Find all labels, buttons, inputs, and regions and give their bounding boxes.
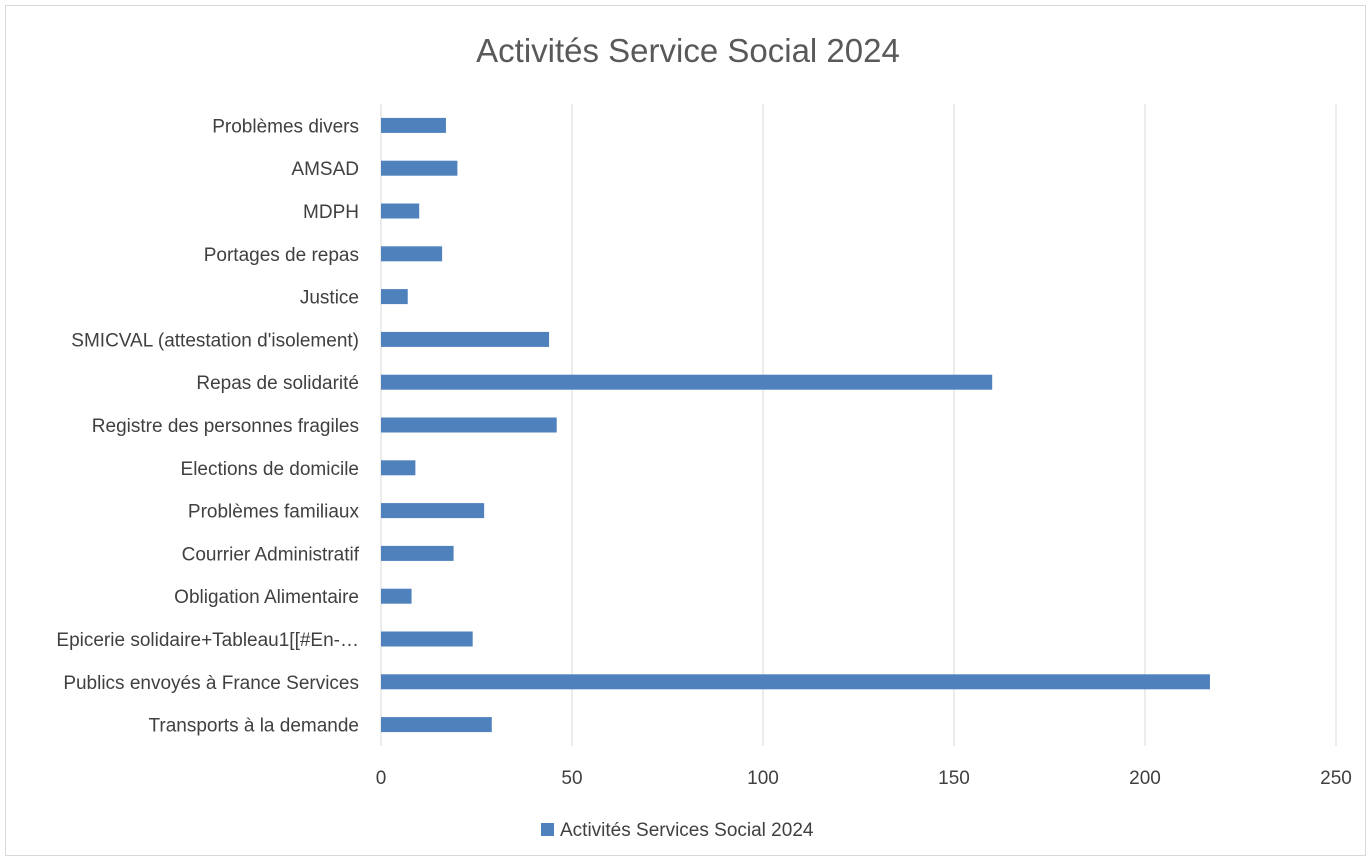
bar-9: [381, 331, 550, 347]
category-label-9: SMICVAL (attestation d'isolement): [71, 330, 359, 351]
category-label-10: Justice: [300, 288, 359, 309]
bar-10: [381, 289, 408, 305]
category-label-7: Registre des personnes fragiles: [92, 416, 359, 437]
category-label-6: Elections de domicile: [181, 459, 359, 480]
bar-1: [381, 674, 1210, 690]
category-label-3: Obligation Alimentaire: [174, 587, 359, 608]
chart-frame: [5, 5, 1366, 856]
category-label-1: Publics envoyés à France Services: [63, 673, 359, 694]
gridlines: [571, 104, 1337, 746]
tick-label-100: 100: [747, 768, 779, 789]
bar-8: [381, 374, 993, 390]
bar-14: [381, 117, 446, 133]
bar-3: [381, 588, 412, 604]
bar-13: [381, 160, 458, 176]
legend: Activités Services Social 2024: [541, 820, 814, 841]
tick-label-50: 50: [561, 768, 582, 789]
category-label-0: Transports à la demande: [148, 716, 359, 737]
legend-swatch: [541, 823, 554, 836]
value-tick-labels: 0 50 100 150 200 250: [376, 768, 1352, 789]
category-label-5: Problèmes familiaux: [188, 502, 360, 523]
category-label-14: Problèmes divers: [212, 116, 359, 137]
category-label-13: AMSAD: [291, 159, 359, 180]
bar-12: [381, 203, 420, 219]
bar-2: [381, 631, 473, 647]
tick-label-150: 150: [938, 768, 970, 789]
bar-5: [381, 503, 485, 519]
category-labels: Transports à la demande Publics envoyés à…: [56, 116, 359, 736]
tick-label-250: 250: [1320, 768, 1352, 789]
bar-7: [381, 417, 557, 433]
category-label-12: MDPH: [303, 202, 359, 223]
chart-title: Activités Service Social 2024: [476, 32, 900, 69]
legend-label: Activités Services Social 2024: [560, 820, 814, 841]
bar-0: [381, 717, 492, 733]
bar-11: [381, 246, 443, 262]
tick-label-200: 200: [1129, 768, 1161, 789]
bar-4: [381, 545, 454, 561]
bars: [381, 117, 1210, 733]
category-label-8: Repas de solidarité: [196, 373, 359, 394]
bar-6: [381, 460, 416, 476]
category-label-11: Portages de repas: [204, 245, 359, 266]
category-label-2: Epicerie solidaire+Tableau1[[#En-…: [56, 630, 359, 651]
category-label-4: Courrier Administratif: [182, 544, 360, 565]
tick-label-0: 0: [376, 768, 387, 789]
